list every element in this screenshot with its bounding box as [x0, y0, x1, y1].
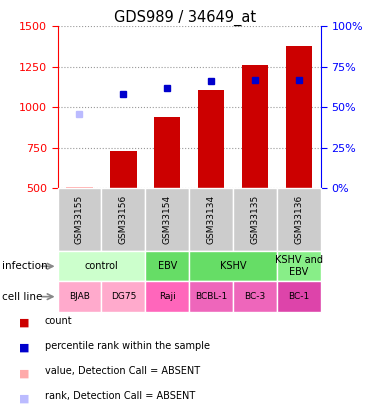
Text: rank, Detection Call = ABSENT: rank, Detection Call = ABSENT — [45, 391, 195, 401]
Text: ■: ■ — [19, 393, 29, 403]
Text: BC-3: BC-3 — [244, 292, 266, 301]
Text: ■: ■ — [19, 343, 29, 353]
Text: GSM33134: GSM33134 — [207, 195, 216, 244]
Text: KSHV and
EBV: KSHV and EBV — [275, 256, 323, 277]
Bar — [198, 90, 224, 188]
Text: GSM33154: GSM33154 — [163, 195, 172, 244]
Text: cell line: cell line — [2, 292, 42, 302]
Text: GSM33135: GSM33135 — [250, 195, 260, 244]
Text: percentile rank within the sample: percentile rank within the sample — [45, 341, 210, 351]
Bar — [154, 117, 180, 188]
Text: GSM33136: GSM33136 — [295, 195, 303, 244]
Text: Raji: Raji — [159, 292, 175, 301]
Text: EBV: EBV — [158, 261, 177, 271]
Bar — [110, 151, 137, 188]
Text: KSHV: KSHV — [220, 261, 246, 271]
Bar — [286, 46, 312, 188]
Text: control: control — [85, 261, 118, 271]
Bar — [66, 187, 93, 188]
Text: BCBL-1: BCBL-1 — [195, 292, 227, 301]
Text: BC-1: BC-1 — [288, 292, 309, 301]
Text: ■: ■ — [19, 318, 29, 328]
Text: GSM33156: GSM33156 — [119, 195, 128, 244]
Text: BJAB: BJAB — [69, 292, 90, 301]
Text: GDS989 / 34649_at: GDS989 / 34649_at — [114, 10, 257, 26]
Text: GSM33155: GSM33155 — [75, 195, 84, 244]
Text: count: count — [45, 316, 72, 326]
Text: value, Detection Call = ABSENT: value, Detection Call = ABSENT — [45, 366, 200, 376]
Text: DG75: DG75 — [111, 292, 136, 301]
Text: infection: infection — [2, 261, 47, 271]
Bar — [242, 65, 268, 188]
Text: ■: ■ — [19, 368, 29, 378]
